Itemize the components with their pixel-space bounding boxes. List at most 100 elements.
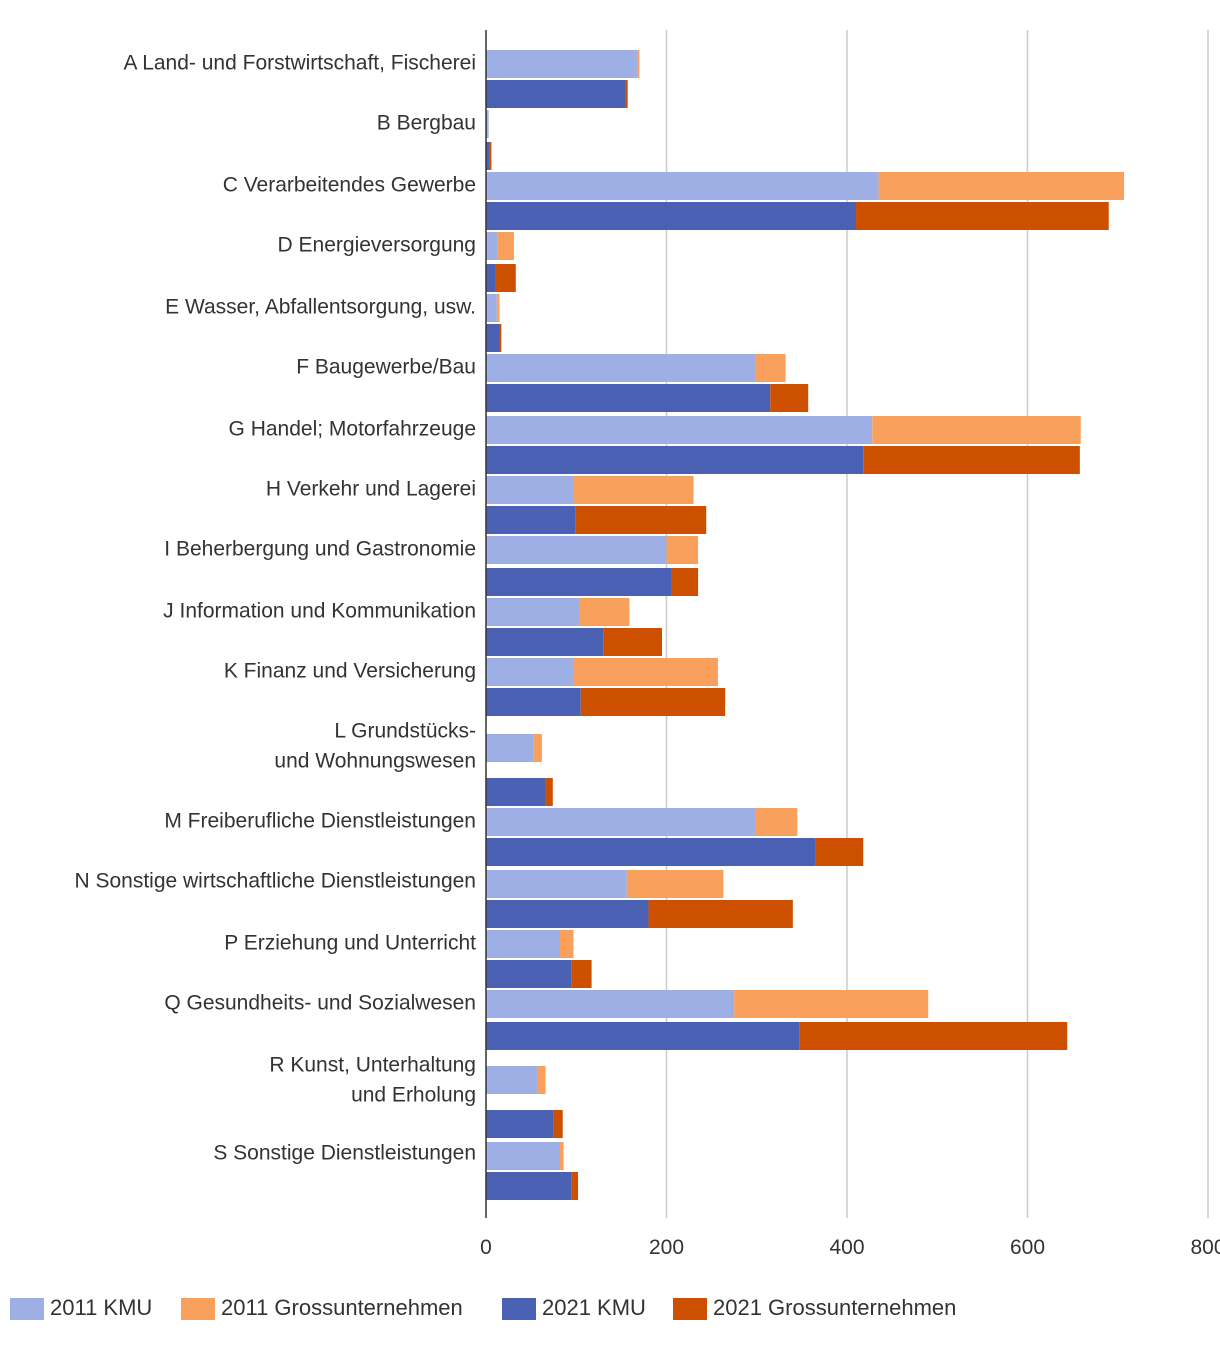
bar-2021-kmu-18 [486, 1172, 572, 1200]
category-label: L Grundstücks- [334, 720, 476, 743]
bar-2021-kmu-15 [486, 960, 572, 988]
legend-item-2: 2011 Grossunternehmen [181, 1295, 463, 1320]
category-label: S Sonstige Dienstleistungen [213, 1142, 476, 1165]
category-label: E Wasser, Abfallentsorgung, usw. [165, 296, 476, 319]
category-label: P Erziehung und Unterricht [224, 932, 476, 955]
legend-label: 2011 KMU [50, 1295, 152, 1320]
bar-2011-kmu-11 [486, 658, 574, 686]
bar-2021-grossunternehmen-6 [770, 384, 809, 412]
category-labels: A Land- und Forstwirtschaft, Fischerei B … [74, 52, 476, 1165]
bar-2021-kmu-13 [486, 838, 816, 866]
bar-2011-kmu-4 [486, 232, 498, 260]
category-label: Q Gesundheits- und Sozialwesen [164, 992, 476, 1015]
legend-item-4: 2021 Grossunternehmen [673, 1295, 956, 1320]
bar-2021-grossunternehmen-15 [571, 960, 592, 988]
category-label: R Kunst, Unterhaltung [269, 1054, 476, 1077]
bar-2011-kmu-14 [486, 870, 627, 898]
bar-2021-kmu-4 [486, 264, 496, 292]
bar-2011-kmu-15 [486, 930, 561, 958]
bar-2011-grossunternehmen-3 [878, 172, 1125, 200]
x-tick-label-0: 0 [480, 1236, 492, 1259]
bar-2021-kmu-17 [486, 1110, 554, 1138]
category-label: und Wohnungswesen [274, 750, 476, 773]
x-tick-label-400: 400 [829, 1236, 864, 1259]
bar-2011-grossunternehmen-7 [872, 416, 1081, 444]
bar-2021-kmu-7 [486, 446, 864, 474]
bar-2021-kmu-8 [486, 506, 576, 534]
legend: 2011 KMU 2011 Grossunternehmen 2021 KMU 202… [10, 1295, 956, 1320]
category-label: M Freiberufliche Dienstleistungen [164, 810, 476, 833]
bar-2021-kmu-9 [486, 568, 672, 596]
bar-2021-kmu-3 [486, 202, 857, 230]
bar-2021-kmu-1 [486, 80, 626, 108]
legend-swatch [502, 1298, 536, 1320]
category-label: A Land- und Forstwirtschaft, Fischerei [124, 52, 476, 75]
bar-2021-grossunternehmen-13 [815, 838, 864, 866]
category-label: H Verkehr und Lagerei [266, 478, 476, 501]
bar-2011-grossunternehmen-16 [734, 990, 929, 1018]
bar-2011-grossunternehmen-1 [637, 50, 640, 78]
bar-2021-grossunternehmen-18 [571, 1172, 579, 1200]
bar-2021-kmu-10 [486, 628, 604, 656]
x-axis-ticks: 0 200 400 600 800 [480, 1236, 1220, 1259]
category-label: I Beherbergung und Gastronomie [164, 538, 476, 561]
bar-2011-grossunternehmen-15 [560, 930, 574, 958]
bar-2021-grossunternehmen-8 [575, 506, 707, 534]
bar-2021-kmu-11 [486, 688, 581, 716]
category-label: N Sonstige wirtschaftliche Dienstleistun… [74, 870, 476, 893]
bar-2011-grossunternehmen-18 [560, 1142, 564, 1170]
bar-2011-grossunternehmen-17 [537, 1066, 546, 1094]
bar-2021-grossunternehmen-11 [580, 688, 726, 716]
bar-2011-grossunternehmen-13 [754, 808, 798, 836]
legend-label: 2021 Grossunternehmen [713, 1295, 956, 1320]
bar-2021-grossunternehmen-3 [856, 202, 1109, 230]
category-label: D Energieversorgung [278, 234, 476, 257]
bar-2011-kmu-16 [486, 990, 735, 1018]
bar-2011-kmu-2 [486, 110, 489, 138]
bar-2011-kmu-1 [486, 50, 638, 78]
bar-2021-kmu-2 [486, 142, 490, 170]
bar-2011-grossunternehmen-4 [497, 232, 514, 260]
x-tick-label-800: 800 [1190, 1236, 1220, 1259]
category-label: J Information und Kommunikation [163, 600, 476, 623]
bar-2021-grossunternehmen-4 [495, 264, 516, 292]
legend-swatch [10, 1298, 44, 1320]
bar-2021-grossunternehmen-9 [671, 568, 699, 596]
bar-2011-kmu-17 [486, 1066, 538, 1094]
bar-2021-grossunternehmen-16 [799, 1022, 1068, 1050]
bar-2011-grossunternehmen-10 [578, 598, 630, 626]
category-label: und Erholung [351, 1084, 476, 1107]
bar-2021-kmu-14 [486, 900, 649, 928]
bar-2021-grossunternehmen-10 [603, 628, 662, 656]
bar-2011-kmu-3 [486, 172, 879, 200]
bar-2011-kmu-13 [486, 808, 755, 836]
bar-2011-grossunternehmen-6 [754, 354, 786, 382]
bar-2011-kmu-9 [486, 536, 667, 564]
bar-2011-grossunternehmen-5 [496, 294, 500, 322]
bar-2011-grossunternehmen-11 [573, 658, 718, 686]
bar-2011-kmu-8 [486, 476, 574, 504]
bar-2021-grossunternehmen-1 [625, 80, 628, 108]
category-label: C Verarbeitendes Gewerbe [223, 174, 476, 197]
legend-label: 2011 Grossunternehmen [221, 1295, 463, 1320]
legend-item-3: 2021 KMU [502, 1295, 646, 1320]
x-tick-label-200: 200 [649, 1236, 684, 1259]
bar-2021-grossunternehmen-17 [553, 1110, 563, 1138]
bar-2021-grossunternehmen-14 [648, 900, 793, 928]
bar-2021-grossunternehmen-5 [499, 324, 502, 352]
bar-2011-kmu-18 [486, 1142, 561, 1170]
bar-2021-kmu-5 [486, 324, 500, 352]
x-tick-label-600: 600 [1010, 1236, 1045, 1259]
category-label: F Baugewerbe/Bau [296, 356, 476, 379]
legend-swatch [181, 1298, 215, 1320]
legend-swatch [673, 1298, 707, 1320]
bar-2021-grossunternehmen-7 [863, 446, 1080, 474]
bar-2011-kmu-6 [486, 354, 755, 382]
category-label: G Handel; Motorfahrzeuge [229, 418, 476, 441]
category-label: K Finanz und Versicherung [224, 660, 476, 683]
bar-2011-kmu-7 [486, 416, 873, 444]
legend-item-1: 2011 KMU [10, 1295, 152, 1320]
bar-2011-grossunternehmen-8 [573, 476, 694, 504]
